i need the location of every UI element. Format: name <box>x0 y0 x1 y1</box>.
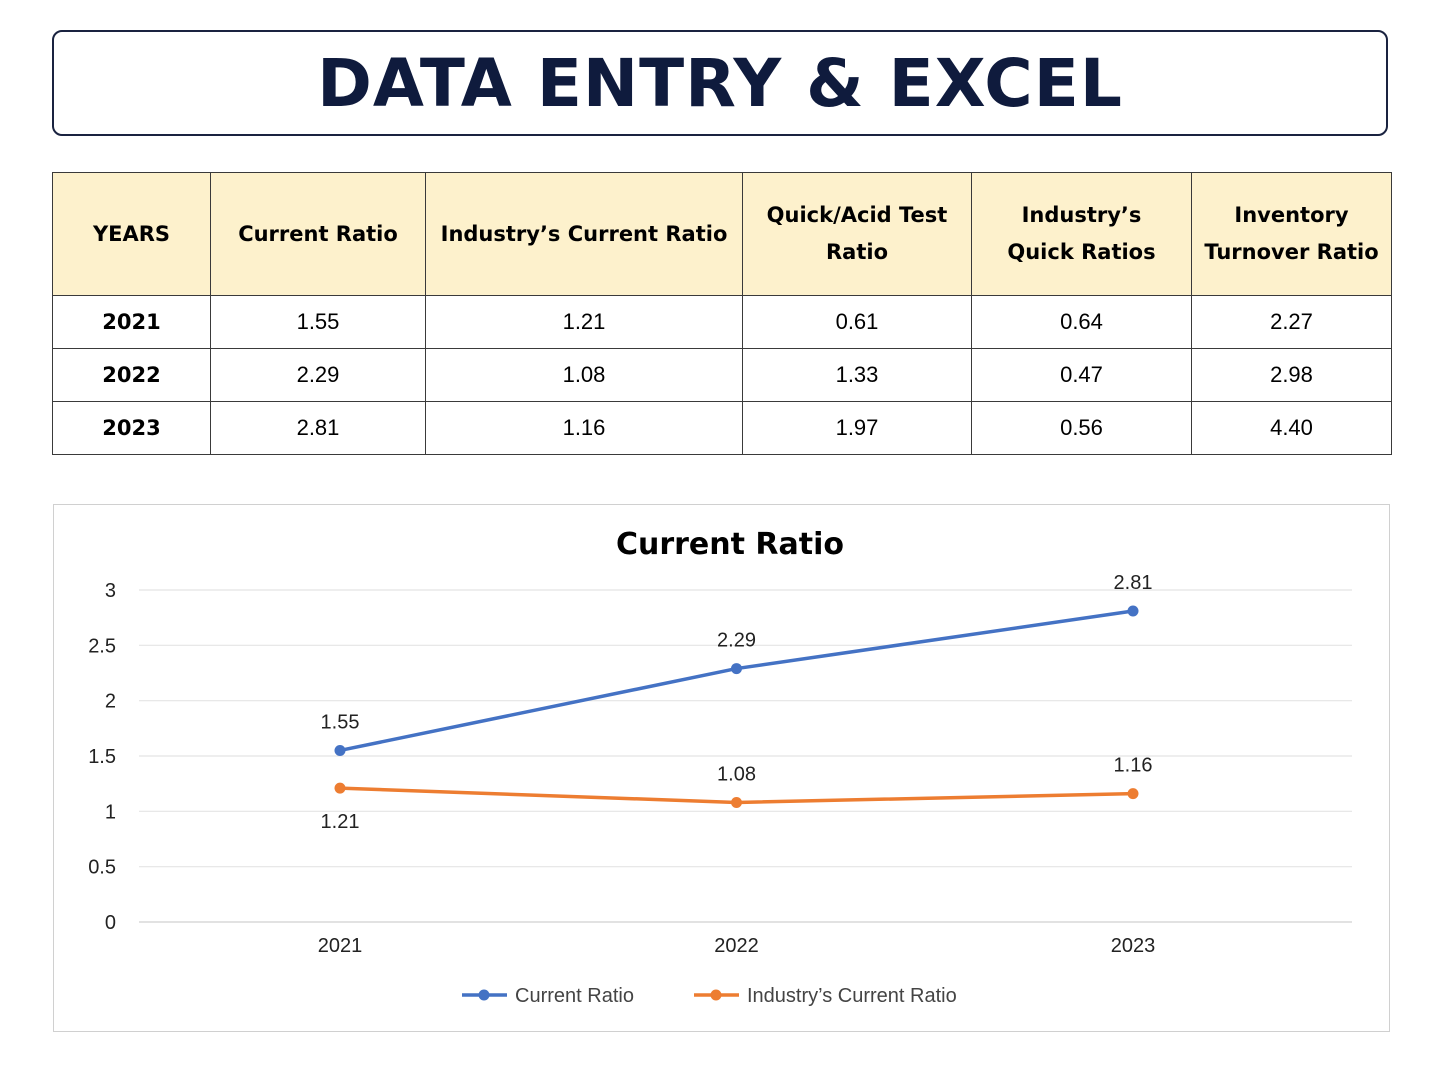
cell-value: 2.29 <box>210 348 426 402</box>
y-tick-label: 3 <box>105 580 116 602</box>
data-point <box>334 782 346 794</box>
cell-value: 0.64 <box>971 295 1192 349</box>
y-tick-label: 1 <box>105 801 116 823</box>
legend-label: Current Ratio <box>515 985 634 1007</box>
line-chart: Current Ratio 0 0.5 1 1.5 2 2.5 3 2021 2022 2023… <box>88 527 1352 1007</box>
data-label: 1.08 <box>717 763 756 785</box>
cell-value: 0.47 <box>971 348 1192 402</box>
cell-value: 1.16 <box>425 401 743 455</box>
data-label: 1.21 <box>321 811 360 833</box>
legend: Current Ratio Industry’s Current Ratio <box>462 985 957 1007</box>
cell-value: 1.21 <box>425 295 743 349</box>
y-axis-ticks: 0 0.5 1 1.5 2 2.5 3 <box>88 580 116 934</box>
cell-year: 2023 <box>52 401 211 455</box>
y-tick-label: 2.5 <box>88 635 116 657</box>
y-tick-label: 1.5 <box>88 746 116 768</box>
cell-value: 1.08 <box>425 348 743 402</box>
cell-year: 2021 <box>52 295 211 349</box>
table-header-row: YEARS Current Ratio Industry’s Current R… <box>52 172 1392 296</box>
data-label: 2.81 <box>1114 572 1153 594</box>
data-label: 2.29 <box>717 630 756 652</box>
table-row: 2021 1.55 1.21 0.61 0.64 2.27 <box>52 295 1392 349</box>
header-inventory-turnover: Inventory Turnover Ratio <box>1191 172 1392 296</box>
data-label: 1.55 <box>321 711 360 733</box>
chart-container: Current Ratio 0 0.5 1 1.5 2 2.5 3 2021 2022 2023… <box>53 504 1390 1032</box>
y-tick-label: 0.5 <box>88 857 116 879</box>
x-axis-ticks: 2021 2022 2023 <box>318 935 1156 957</box>
x-tick-label: 2022 <box>714 935 759 957</box>
cell-value: 0.56 <box>971 401 1192 455</box>
data-point <box>1127 605 1139 617</box>
data-point <box>731 796 742 808</box>
header-years: YEARS <box>52 172 211 296</box>
legend-swatch-marker <box>478 989 490 1001</box>
cell-value: 1.55 <box>210 295 426 349</box>
header-quick-ratio: Quick/Acid Test Ratio <box>742 172 972 296</box>
table-row: 2022 2.29 1.08 1.33 0.47 2.98 <box>52 348 1392 402</box>
chart-title: Current Ratio <box>616 527 844 562</box>
series-lines: 1.55 2.29 2.81 1.21 1.08 1.16 <box>321 572 1153 833</box>
page-title: DATA ENTRY & EXCEL <box>317 44 1123 122</box>
x-tick-label: 2023 <box>1111 935 1156 957</box>
cell-value: 2.81 <box>210 401 426 455</box>
cell-value: 2.27 <box>1191 295 1392 349</box>
x-tick-label: 2021 <box>318 935 363 957</box>
y-tick-label: 0 <box>105 912 116 934</box>
data-point <box>731 663 742 675</box>
cell-value: 2.98 <box>1191 348 1392 402</box>
cell-value: 1.33 <box>742 348 972 402</box>
data-point <box>1127 788 1139 800</box>
header-industry-quick-ratios: Industry’s Quick Ratios <box>971 172 1192 296</box>
table-row: 2023 2.81 1.16 1.97 0.56 4.40 <box>52 401 1392 455</box>
y-tick-label: 2 <box>105 691 116 713</box>
title-banner: DATA ENTRY & EXCEL <box>52 30 1388 136</box>
ratios-table: YEARS Current Ratio Industry’s Current R… <box>52 172 1392 455</box>
data-label: 1.16 <box>1114 755 1153 777</box>
header-current-ratio: Current Ratio <box>210 172 426 296</box>
cell-value: 1.97 <box>742 401 972 455</box>
data-point <box>334 744 346 756</box>
header-industry-current-ratio: Industry’s Current Ratio <box>425 172 743 296</box>
legend-swatch-marker <box>710 989 722 1001</box>
legend-label: Industry’s Current Ratio <box>747 985 957 1007</box>
cell-value: 4.40 <box>1191 401 1392 455</box>
cell-value: 0.61 <box>742 295 972 349</box>
gridlines <box>139 589 1352 923</box>
cell-year: 2022 <box>52 348 211 402</box>
